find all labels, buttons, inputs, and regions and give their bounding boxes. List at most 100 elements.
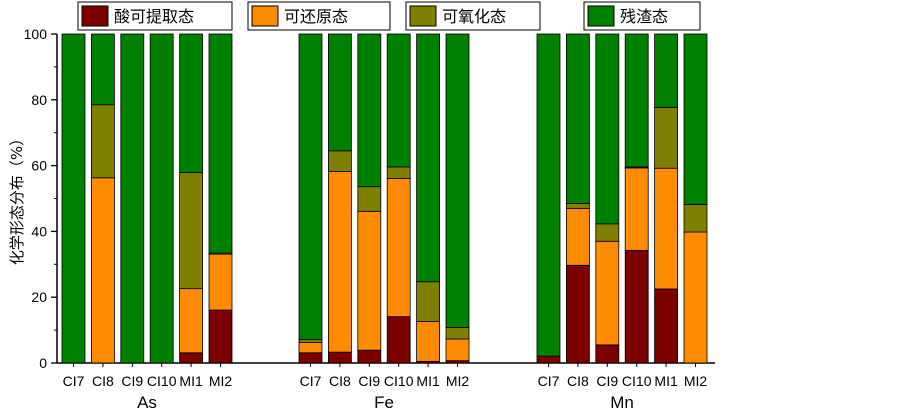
bar-segment bbox=[357, 349, 382, 364]
bar-segment bbox=[654, 167, 678, 290]
bar-segment bbox=[149, 33, 174, 364]
category-label: CI10 bbox=[147, 373, 177, 389]
bar-segment bbox=[445, 33, 470, 328]
category-label: CI9 bbox=[596, 373, 618, 389]
legend-swatch bbox=[81, 5, 109, 27]
legend: 酸可提取态 可还原态 可氧化态 残渣态 bbox=[77, 1, 701, 31]
bar-segment bbox=[416, 321, 441, 362]
bar-segment bbox=[386, 316, 411, 364]
category-label: CI10 bbox=[384, 373, 414, 389]
bar-segment bbox=[298, 339, 323, 344]
legend-label: 酸可提取态 bbox=[114, 7, 194, 26]
category-label: MI2 bbox=[209, 373, 233, 389]
y-tick-label: 80 bbox=[31, 92, 47, 108]
bar-segment bbox=[357, 33, 382, 188]
bar-segment bbox=[298, 33, 323, 341]
legend-swatch bbox=[587, 5, 615, 27]
y-tick-label: 20 bbox=[31, 289, 47, 305]
y-tick-label: 60 bbox=[31, 158, 47, 174]
bar-segment bbox=[179, 172, 204, 290]
legend-label: 可还原态 bbox=[284, 7, 348, 26]
bar-segment bbox=[445, 327, 470, 340]
legend-item: 可氧化态 bbox=[409, 5, 506, 27]
bar-segment bbox=[208, 33, 233, 254]
group-label: Mn bbox=[610, 393, 634, 412]
bar-segment bbox=[91, 104, 115, 179]
bar-segment bbox=[654, 106, 678, 169]
bar-segment bbox=[595, 223, 620, 242]
bar-segment bbox=[536, 355, 561, 364]
bar-segment bbox=[179, 352, 204, 364]
bar-segment bbox=[654, 33, 678, 108]
bar-segment bbox=[566, 207, 590, 266]
bar-segment bbox=[327, 33, 352, 152]
bar-segment bbox=[208, 309, 233, 364]
bar-segment bbox=[416, 281, 441, 322]
legend-frame bbox=[405, 1, 541, 31]
bar-segment bbox=[595, 33, 620, 225]
bar-segment bbox=[179, 288, 204, 354]
category-label: CI9 bbox=[358, 373, 380, 389]
bar-segment bbox=[624, 33, 649, 168]
bar-segment bbox=[386, 178, 411, 318]
category-label: CI8 bbox=[329, 373, 351, 389]
bar-segment bbox=[566, 33, 590, 204]
category-label: MI2 bbox=[684, 373, 708, 389]
category-label: CI8 bbox=[567, 373, 589, 389]
bar-segment bbox=[386, 166, 411, 179]
category-label: MI1 bbox=[416, 373, 440, 389]
category-label: CI10 bbox=[622, 373, 652, 389]
category-label: CI7 bbox=[63, 373, 85, 389]
legend-label: 残渣态 bbox=[620, 7, 668, 26]
y-axis-label: 化学形态分布（%） bbox=[8, 131, 26, 265]
bar-segment bbox=[416, 33, 441, 283]
bar-segment bbox=[91, 177, 115, 364]
bar-segment bbox=[298, 352, 323, 364]
bar-segment bbox=[595, 240, 620, 346]
legend-item: 酸可提取态 bbox=[81, 5, 194, 27]
legend-item: 可还原态 bbox=[251, 5, 348, 27]
bar-segment bbox=[566, 264, 590, 364]
group-label: As bbox=[137, 393, 157, 412]
bar-segment bbox=[298, 342, 323, 354]
legend-item: 残渣态 bbox=[587, 5, 668, 27]
bar-segment bbox=[327, 171, 352, 353]
legend-frame bbox=[77, 1, 233, 31]
category-label: CI8 bbox=[92, 373, 114, 389]
y-tick-label: 100 bbox=[24, 26, 48, 42]
bar-segment bbox=[624, 250, 649, 364]
bar-segment bbox=[683, 33, 708, 205]
bar-segment bbox=[654, 288, 678, 364]
category-label: MI1 bbox=[654, 373, 678, 389]
bars bbox=[61, 33, 708, 364]
category-label: MI1 bbox=[179, 373, 203, 389]
bar-segment bbox=[386, 33, 411, 168]
legend-label: 可氧化态 bbox=[442, 7, 506, 26]
legend-swatch bbox=[251, 5, 279, 27]
category-label: CI7 bbox=[538, 373, 560, 389]
bar-segment bbox=[327, 150, 352, 172]
legend-frame bbox=[247, 1, 391, 31]
bar-segment bbox=[357, 186, 382, 212]
bar-segment bbox=[595, 344, 620, 364]
bar-segment bbox=[179, 33, 204, 173]
bar-segment bbox=[208, 253, 233, 311]
bar-segment bbox=[357, 210, 382, 351]
category-label: CI9 bbox=[121, 373, 143, 389]
y-tick-label: 40 bbox=[31, 223, 47, 239]
category-label: CI7 bbox=[300, 373, 322, 389]
bar-segment bbox=[683, 231, 708, 364]
category-label: MI2 bbox=[446, 373, 470, 389]
bar-segment bbox=[566, 203, 590, 209]
bar-segment bbox=[61, 33, 86, 364]
bar-segment bbox=[536, 33, 561, 357]
bar-segment bbox=[445, 338, 470, 362]
group-label: Fe bbox=[374, 393, 394, 412]
bar-segment bbox=[327, 351, 352, 364]
y-tick-label: 0 bbox=[39, 355, 47, 371]
bar-segment bbox=[91, 33, 115, 106]
legend-frame bbox=[583, 1, 701, 31]
legend-swatch bbox=[409, 5, 437, 27]
